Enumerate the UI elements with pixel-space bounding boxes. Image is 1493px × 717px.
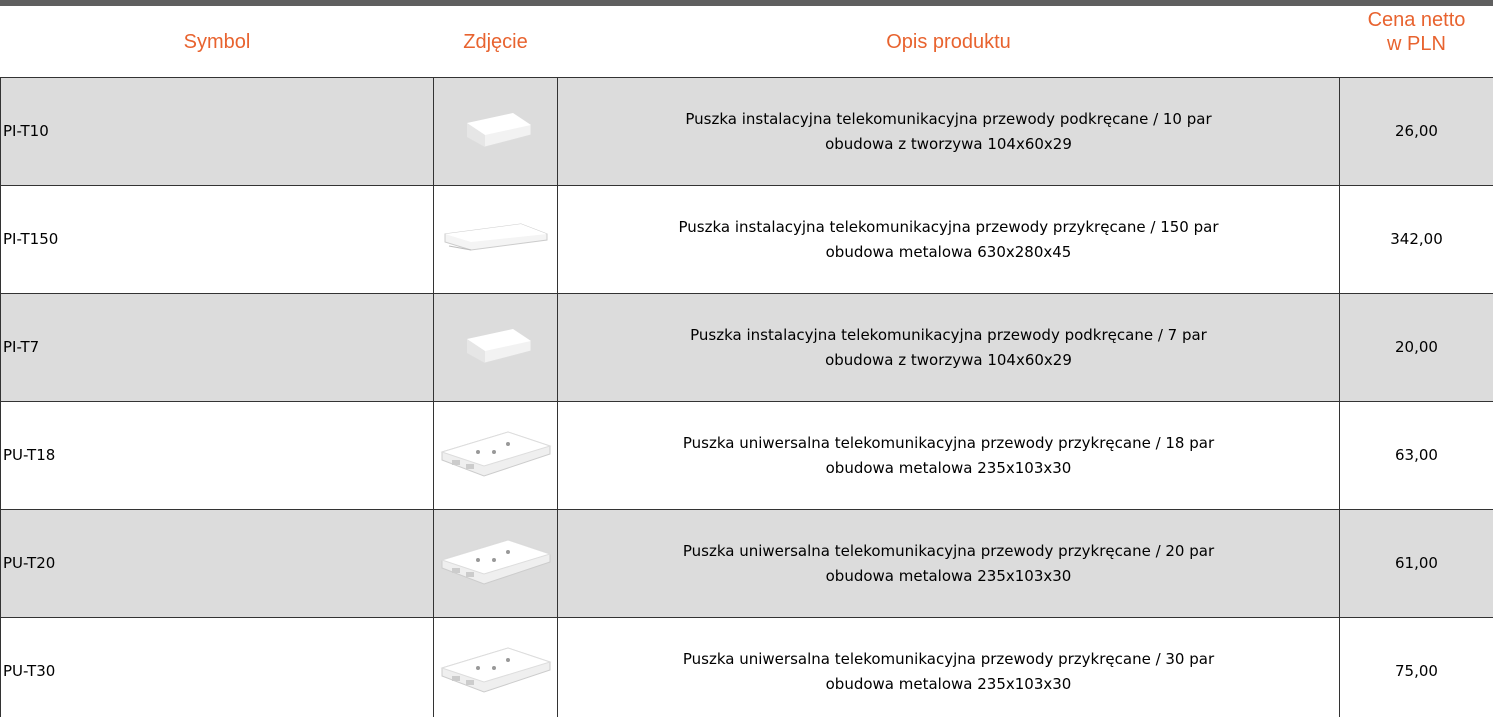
- description-line: Puszka uniwersalna telekomunikacyjna prz…: [682, 649, 1215, 668]
- header-cell: Zdjęcie: [463, 30, 528, 53]
- product-row: PI-T150 Puszka instalacyjna telekomunikac…: [0, 185, 1493, 294]
- image-cell: [433, 401, 558, 510]
- image-cell: [433, 617, 558, 717]
- symbol: PI-T150: [0, 185, 434, 294]
- product-image: [466, 327, 531, 364]
- description-line: Puszka instalacyjna telekomunikacyjna pr…: [685, 109, 1212, 128]
- price: 61,00: [1339, 509, 1493, 618]
- description: Puszka instalacyjna telekomunikacyjna pr…: [557, 185, 1340, 294]
- description: Puszka instalacyjna telekomunikacyjna pr…: [557, 77, 1340, 186]
- price: 26,00: [1339, 77, 1493, 186]
- product-image: [439, 538, 552, 585]
- description-line: obudowa z tworzywa 104x60x29: [825, 134, 1072, 153]
- image-cell: [433, 509, 558, 618]
- image-cell: [433, 185, 558, 294]
- description: Puszka uniwersalna telekomunikacyjna prz…: [557, 509, 1340, 618]
- description-line: Puszka uniwersalna telekomunikacyjna prz…: [682, 541, 1215, 560]
- description-line: obudowa metalowa 235x103x30: [825, 674, 1072, 693]
- description: Puszka uniwersalna telekomunikacyjna prz…: [557, 401, 1340, 510]
- header-line: w PLN: [1387, 33, 1446, 55]
- description-line: Puszka instalacyjna telekomunikacyjna pr…: [678, 217, 1219, 236]
- symbol: PU-T30: [0, 617, 434, 717]
- header-cell: Symbol: [183, 30, 251, 53]
- product-image: [466, 111, 531, 148]
- product-image: [439, 430, 552, 477]
- price: 63,00: [1339, 401, 1493, 510]
- product-row: PU-T20 Puszka uniwersalna telekomunikacyj…: [0, 509, 1493, 618]
- product-row: PI-T10 Puszka instalacyjna telekomunikacy…: [0, 77, 1493, 186]
- description: Puszka uniwersalna telekomunikacyjna prz…: [557, 617, 1340, 717]
- image-cell: [433, 77, 558, 186]
- description-line: obudowa z tworzywa 104x60x29: [825, 350, 1072, 369]
- product-row: PU-T30 Puszka uniwersalna telekomunikacyj…: [0, 617, 1493, 717]
- header-line: Cena netto: [1367, 9, 1466, 31]
- description-line: obudowa metalowa 235x103x30: [825, 566, 1072, 585]
- price: 342,00: [1339, 185, 1493, 294]
- top-bar: [0, 0, 1493, 6]
- price: 75,00: [1339, 617, 1493, 717]
- product-image: [444, 222, 547, 251]
- symbol: PU-T20: [0, 509, 434, 618]
- description-line: obudowa metalowa 630x280x45: [825, 242, 1072, 261]
- header-row: Symbol Zdjęcie Opis produktu Cena netto w…: [1, 6, 1493, 78]
- description: Puszka instalacyjna telekomunikacyjna pr…: [557, 293, 1340, 402]
- product-image: [439, 646, 552, 693]
- description-line: Puszka instalacyjna telekomunikacyjna pr…: [690, 325, 1207, 344]
- price-table: Symbol Zdjęcie Opis produktu Cena netto w…: [0, 6, 1493, 717]
- header-cell: Opis produktu: [886, 30, 1011, 53]
- header-cell: Cena netto w PLN: [1340, 6, 1493, 78]
- description-line: obudowa metalowa 235x103x30: [825, 458, 1072, 477]
- price: 20,00: [1339, 293, 1493, 402]
- product-row: PI-T7 Puszka instalacyjna telekomunikacyj…: [0, 293, 1493, 402]
- product-row: PU-T18 Puszka uniwersalna telekomunikacyj…: [0, 401, 1493, 510]
- image-cell: [433, 293, 558, 402]
- symbol: PI-T10: [0, 77, 434, 186]
- symbol: PU-T18: [0, 401, 434, 510]
- description-line: Puszka uniwersalna telekomunikacyjna prz…: [682, 433, 1215, 452]
- symbol: PI-T7: [0, 293, 434, 402]
